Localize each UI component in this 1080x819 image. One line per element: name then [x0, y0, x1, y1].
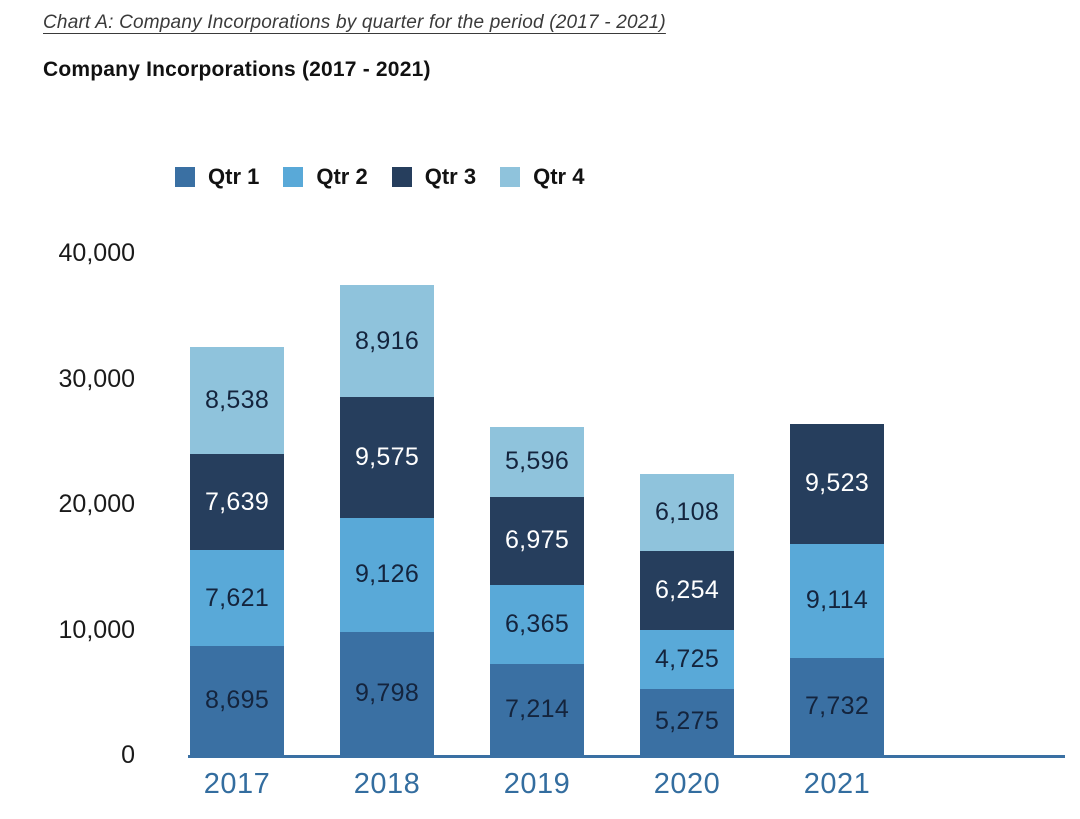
- x-tick-label-2018: 2018: [353, 768, 421, 800]
- legend-label: Qtr 4: [533, 164, 585, 189]
- y-tick-label-0: 0: [121, 741, 135, 769]
- segment-value-label: 7,214: [504, 695, 570, 724]
- bar-2019: 7,214 6,365 6,975 5,596: [490, 426, 584, 755]
- bar-2021-qtr-2-segment: 9,114: [790, 543, 884, 658]
- y-tick-label-30000: 30,000: [58, 364, 135, 393]
- segment-value-label: 4,725: [654, 644, 720, 673]
- bar-2019-qtr-2-segment: 6,365: [490, 584, 584, 665]
- segment-value-label: 7,639: [204, 487, 270, 516]
- bar-2020-qtr-4-segment: 6,108: [640, 474, 734, 552]
- segment-value-label: 9,798: [354, 679, 420, 708]
- x-tick-label-2019: 2019: [503, 768, 571, 800]
- bar-2018: 9,798 9,126 9,575 8,916: [340, 285, 434, 755]
- segment-value-label: 9,126: [354, 560, 420, 589]
- segment-value-label: 7,621: [204, 583, 270, 612]
- segment-value-label: 6,108: [654, 498, 720, 527]
- plot-area: 8,695 7,621 7,639 8,538 9,798 9,126 9,575 8,916…: [188, 253, 1065, 755]
- bar-2020-qtr-3-segment: 6,254: [640, 551, 734, 630]
- y-tick-label-20000: 20,000: [58, 490, 135, 518]
- segment-value-label: 6,365: [504, 610, 570, 639]
- bar-2017-qtr-1-segment: 8,695: [190, 645, 284, 755]
- bar-2021: 7,732 9,114 9,523: [790, 424, 884, 755]
- legend: Qtr 1 Qtr 2 Qtr 3 Qtr 4: [175, 164, 608, 190]
- x-axis-line: [188, 755, 1065, 758]
- bar-2018-qtr-4-segment: 8,916: [340, 285, 434, 398]
- bar-2018-qtr-2-segment: 9,126: [340, 517, 434, 633]
- bar-2020-qtr-2-segment: 4,725: [640, 629, 734, 689]
- legend-item-qtr-1: Qtr 1: [175, 164, 259, 190]
- y-tick-label-10000: 10,000: [58, 615, 135, 644]
- segment-value-label: 8,538: [204, 386, 270, 415]
- bar-2018-qtr-1-segment: 9,798: [340, 632, 434, 755]
- segment-value-label: 6,254: [654, 575, 720, 604]
- chart-caption: Chart A: Company Incorporations by quart…: [43, 12, 666, 33]
- y-tick-label-40000: 40,000: [58, 239, 135, 267]
- x-tick-label-2017: 2017: [203, 768, 271, 800]
- bar-2017: 8,695 7,621 7,639 8,538: [190, 347, 284, 755]
- segment-value-label: 6,975: [504, 526, 570, 555]
- bar-2017-qtr-2-segment: 7,621: [190, 550, 284, 646]
- bar-2021-qtr-3-segment: 9,523: [790, 424, 884, 544]
- legend-swatch-qtr-4: [500, 167, 521, 187]
- legend-swatch-qtr-2: [283, 167, 304, 187]
- bar-2018-qtr-3-segment: 9,575: [340, 397, 434, 518]
- segment-value-label: 7,732: [804, 691, 870, 720]
- legend-label: Qtr 3: [424, 164, 477, 189]
- segment-value-label: 5,275: [654, 707, 720, 736]
- legend-label: Qtr 1: [208, 164, 260, 189]
- segment-value-label: 8,695: [204, 685, 270, 714]
- chart-title: Company Incorporations (2017 - 2021): [43, 58, 431, 81]
- segment-value-label: 9,575: [354, 442, 420, 471]
- bar-2020-qtr-1-segment: 5,275: [640, 688, 734, 755]
- legend-item-qtr-2: Qtr 2: [283, 164, 368, 190]
- segment-value-label: 5,596: [504, 447, 570, 476]
- legend-swatch-qtr-1: [175, 167, 195, 187]
- bar-2017-qtr-3-segment: 7,639: [190, 454, 284, 551]
- legend-label: Qtr 2: [316, 164, 368, 189]
- legend-swatch-qtr-3: [391, 167, 412, 187]
- bar-2019-qtr-3-segment: 6,975: [490, 497, 584, 585]
- x-tick-label-2021: 2021: [803, 768, 871, 800]
- segment-value-label: 9,523: [804, 469, 870, 498]
- bar-2021-qtr-1-segment: 7,732: [790, 657, 884, 755]
- x-tick-label-2020: 2020: [653, 768, 721, 800]
- legend-item-qtr-3: Qtr 3: [391, 164, 477, 190]
- segment-value-label: 8,916: [354, 326, 420, 355]
- segment-value-label: 9,114: [805, 586, 869, 615]
- legend-item-qtr-4: Qtr 4: [500, 164, 584, 190]
- bar-2020: 5,275 4,725 6,254 6,108: [640, 474, 734, 755]
- bar-2017-qtr-4-segment: 8,538: [190, 347, 284, 455]
- bar-2019-qtr-1-segment: 7,214: [490, 664, 584, 755]
- bar-2019-qtr-4-segment: 5,596: [490, 426, 584, 498]
